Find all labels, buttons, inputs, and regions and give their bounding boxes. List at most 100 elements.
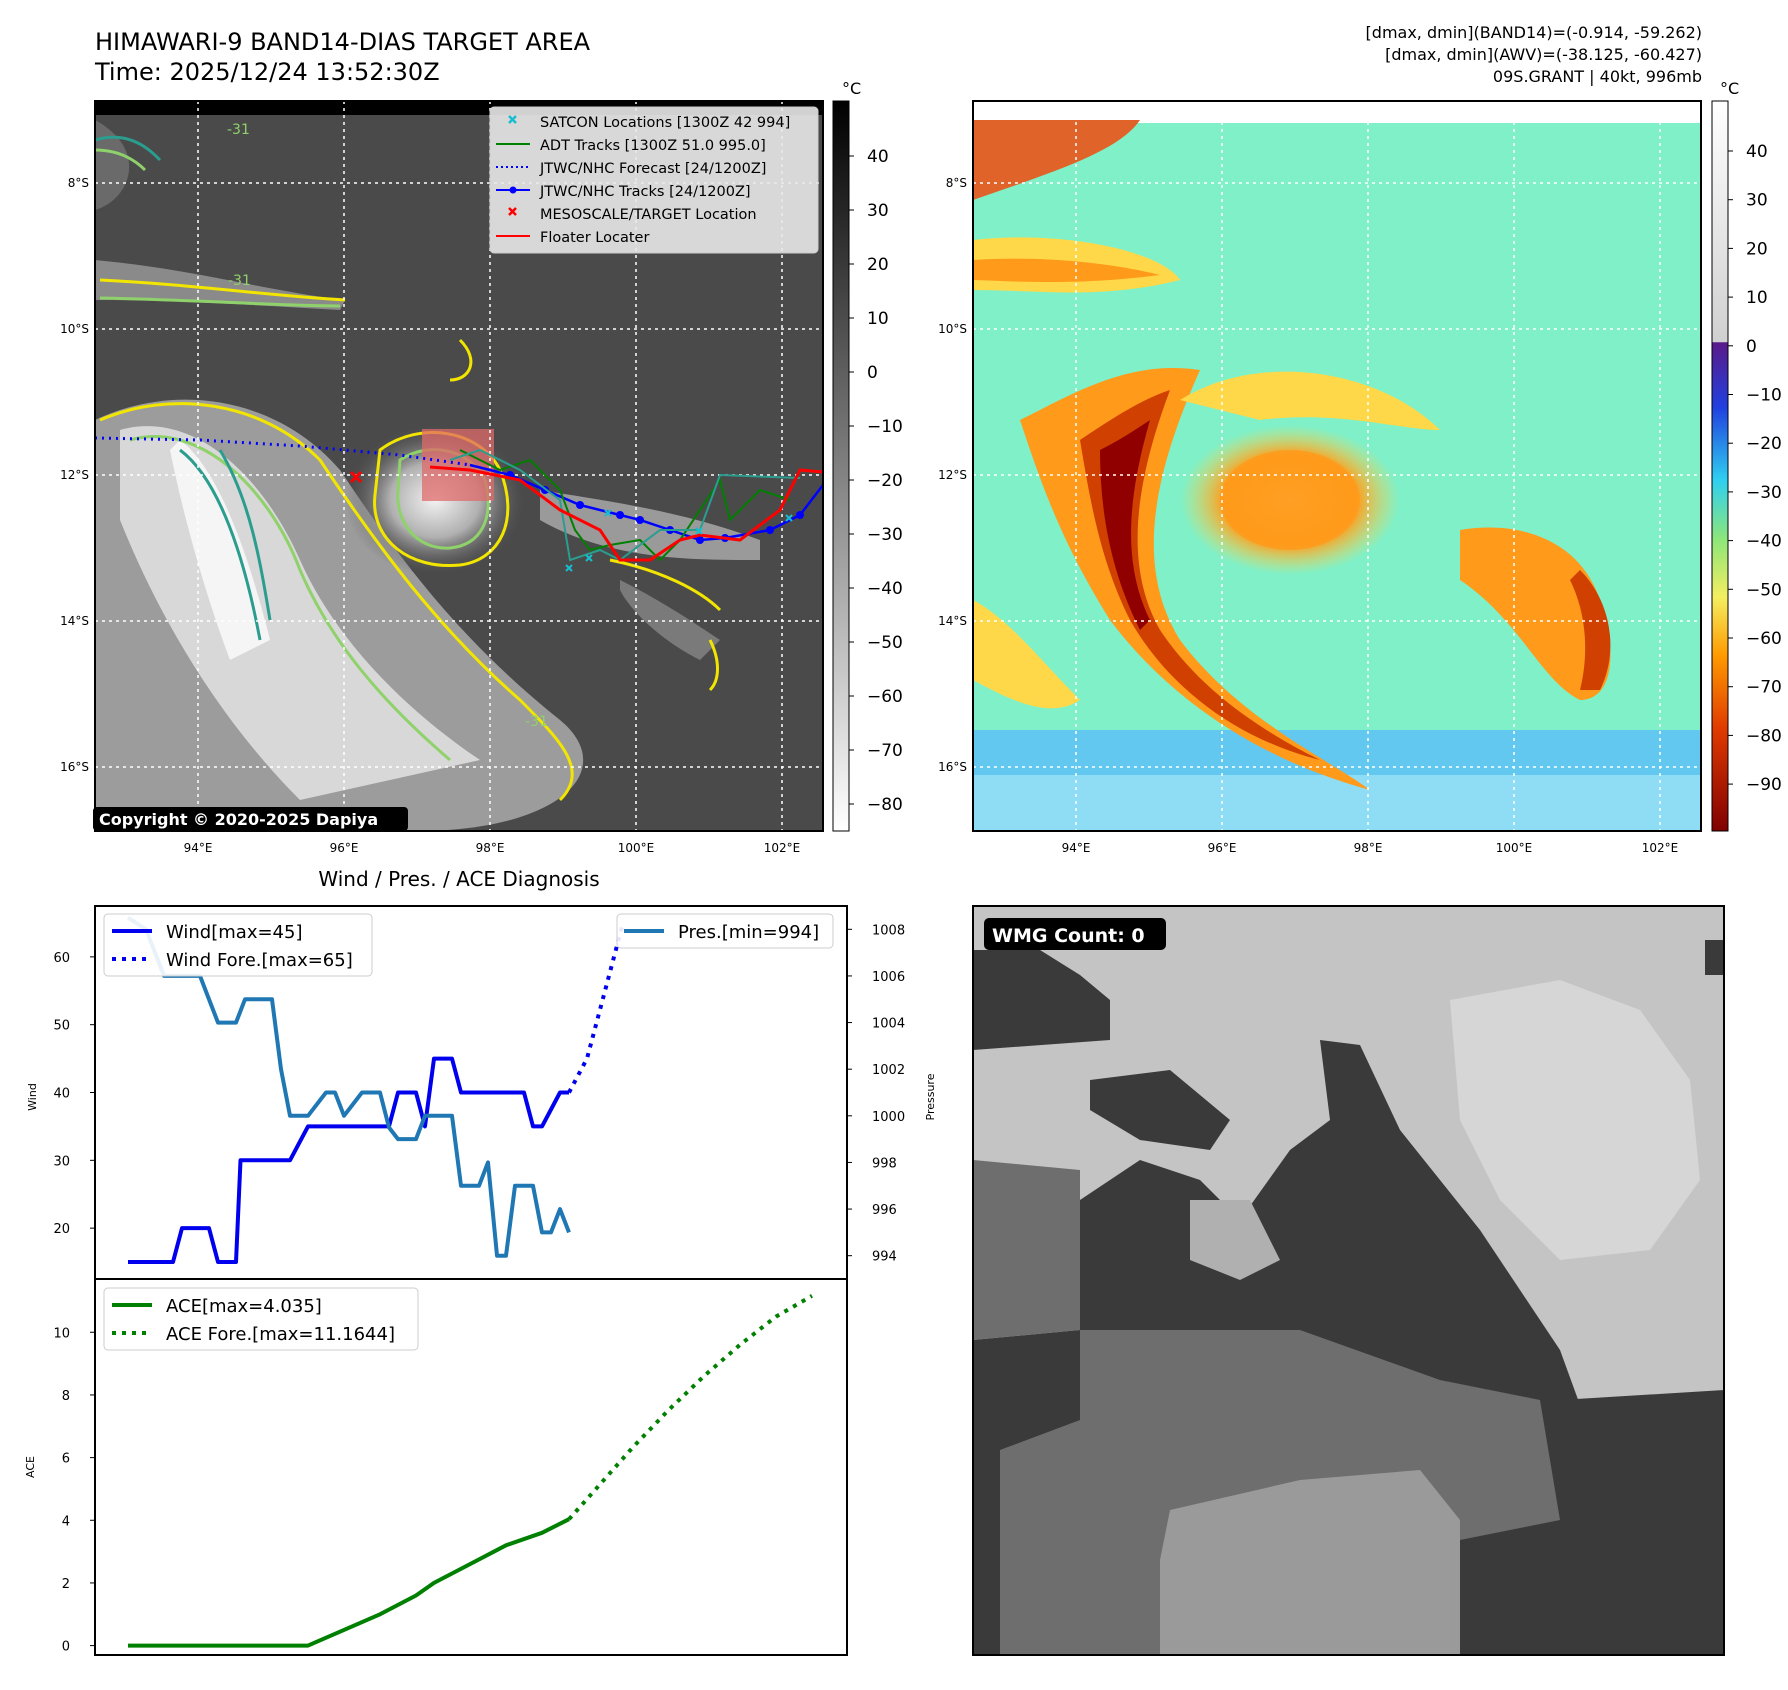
ace-tick-label: 6 <box>62 1452 70 1467</box>
wind-axis-label: Wind <box>26 1083 39 1111</box>
wind-legend-label: Wind[max=45] <box>166 922 303 943</box>
wmg-count-label: WMG Count: 0 <box>992 925 1145 947</box>
colorbar-tick-label: −60 <box>1746 629 1782 649</box>
ace-tick-label: 4 <box>62 1514 70 1529</box>
awv-lat-label: 12°S <box>938 468 967 482</box>
map-legend: SATCON Locations [1300Z 42 994] ADT Trac… <box>489 106 819 254</box>
pressure-tick-label: 1004 <box>872 1017 905 1032</box>
colorbar-tick-label: 30 <box>1746 191 1768 211</box>
legend-label-target: MESOSCALE/TARGET Location <box>540 207 757 223</box>
wind-tick-label: 20 <box>53 1222 70 1237</box>
contour-label-1: -31 <box>228 273 251 289</box>
colorbar-tick-label: 10 <box>867 309 889 329</box>
colorbar-tick-label: −70 <box>867 741 903 761</box>
colorbar-tick-label: −60 <box>867 687 903 707</box>
ace-forecast-series-line <box>567 1294 814 1521</box>
colorbar-tick-label: −50 <box>867 633 903 653</box>
adt-track-line <box>459 449 791 562</box>
satcon-markers <box>565 509 793 572</box>
pressure-legend: Pres.[min=994] <box>616 913 834 949</box>
contour-label-2: -31 <box>525 714 548 730</box>
wind-legend: Wind[max=45] Wind Fore.[max=65] <box>103 913 373 977</box>
pressure-tick-label: 998 <box>872 1156 897 1171</box>
awv-lat-label: 10°S <box>938 322 967 336</box>
wind-series-line <box>128 1056 569 1264</box>
info-line-2: [dmax, dmin](AWV)=(-38.125, -60.427) <box>1385 45 1702 64</box>
colorbar-tick-label: 10 <box>1746 288 1768 308</box>
wind-forecast-series-line <box>567 922 625 1094</box>
colorbar-tick-label: 30 <box>867 201 889 221</box>
colorbar-tick-label: −70 <box>1746 678 1782 698</box>
colorbar-tick-label: −30 <box>1746 483 1782 503</box>
ir-lat-label: 14°S <box>60 614 89 628</box>
awv-lon-label: 96°E <box>1208 841 1237 855</box>
legend-label-jtwc-track: JTWC/NHC Tracks [24/1200Z] <box>539 184 751 200</box>
awv-lon-label: 102°E <box>1642 841 1679 855</box>
info-line-1: [dmax, dmin](BAND14)=(-0.914, -59.262) <box>1366 23 1702 42</box>
awv-colorbar-unit: °C <box>1720 79 1739 98</box>
ace-tick-label: 10 <box>53 1326 70 1341</box>
pressure-legend-label: Pres.[min=994] <box>678 922 819 943</box>
wind-tick-label: 60 <box>53 951 70 966</box>
ir-lon-label: 98°E <box>476 841 505 855</box>
awv-lon-label: 98°E <box>1354 841 1383 855</box>
ir-map-panel: -31 -31 -31 <box>60 100 824 855</box>
colorbar-tick-label: −20 <box>867 471 903 491</box>
ir-lon-label: 100°E <box>618 841 655 855</box>
jtwc-forecast-line <box>95 436 471 467</box>
ace-tick-label: 0 <box>62 1640 70 1655</box>
ir-colorbar: °C 40 30 20 10 0 −10 −20 −30 −40 −50 −60 −70 −80 <box>832 79 903 832</box>
awv-lat-label: 16°S <box>938 760 967 774</box>
wind-forecast-legend-label: Wind Fore.[max=65] <box>166 950 353 971</box>
legend-label-adt: ADT Tracks [1300Z 51.0 995.0] <box>540 138 766 154</box>
pressure-series-line <box>126 916 571 1258</box>
awv-gridlines <box>973 101 1701 831</box>
pressure-tick-label: 994 <box>872 1250 897 1265</box>
wind-tick-label: 30 <box>53 1154 70 1169</box>
colorbar-tick-label: −20 <box>1746 434 1782 454</box>
wind-tick-label: 40 <box>53 1087 70 1102</box>
pressure-tick-label: 996 <box>872 1203 897 1218</box>
figure-title-line2: Time: 2025/12/24 13:52:30Z <box>94 58 440 86</box>
contour-label-3: -31 <box>227 122 250 138</box>
awv-lon-labels: 94°E 96°E 98°E 100°E 102°E <box>1062 841 1679 855</box>
colorbar-tick-label: 40 <box>867 147 889 167</box>
ace-tick-label: 2 <box>62 1577 70 1592</box>
figure-title-line1: HIMAWARI-9 BAND14-DIAS TARGET AREA <box>95 28 591 56</box>
ir-lat-labels: 8°S 10°S 12°S 14°S 16°S <box>60 176 89 774</box>
info-line-3: 09S.GRANT | 40kt, 996mb <box>1493 67 1702 86</box>
pressure-axis-label: Pressure <box>924 1073 937 1120</box>
awv-map-panel: 8°S 10°S 12°S 14°S 16°S 94°E 96°E 98°E 100°E 102… <box>938 100 1702 855</box>
pressure-tick-label: 1002 <box>872 1063 905 1078</box>
pressure-tick-label: 1008 <box>872 923 905 938</box>
legend-icon-target <box>508 207 517 216</box>
adt-track-teal <box>449 448 801 562</box>
awv-field <box>973 101 1701 831</box>
colorbar-tick-label: 20 <box>867 255 889 275</box>
awv-lon-label: 94°E <box>1062 841 1091 855</box>
ir-lon-label: 102°E <box>764 841 801 855</box>
colorbar-tick-label: −40 <box>867 579 903 599</box>
legend-icon-satcon <box>508 115 517 124</box>
ir-lon-label: 94°E <box>184 841 213 855</box>
awv-lat-labels: 8°S 10°S 12°S 14°S 16°S <box>938 176 967 774</box>
ace-legend: ACE[max=4.035] ACE Fore.[max=11.1644] <box>103 1287 419 1351</box>
ir-lat-label: 10°S <box>60 322 89 336</box>
colorbar-tick-label: 40 <box>1746 142 1768 162</box>
colorbar-tick-label: −50 <box>1746 580 1782 600</box>
ir-colorbar-unit: °C <box>842 79 861 98</box>
ir-lat-label: 8°S <box>68 176 89 190</box>
awv-colorbar: °C 40 30 20 10 0 −10 −20 −30 −40 −50 −60 −70 −80 −90 <box>1711 79 1782 832</box>
ir-lon-label: 96°E <box>330 841 359 855</box>
legend-label-floater: Floater Locater <box>540 230 649 246</box>
pressure-tick-label: 1006 <box>872 970 905 985</box>
ir-lat-label: 12°S <box>60 468 89 482</box>
diagnosis-title: Wind / Pres. / ACE Diagnosis <box>318 867 599 891</box>
ir-cloud-field: -31 -31 -31 <box>95 101 823 831</box>
colorbar-tick-label: 0 <box>1746 337 1757 357</box>
colorbar-tick-label: −10 <box>867 417 903 437</box>
ace-series-line <box>128 1517 570 1648</box>
jtwc-track-line <box>469 463 823 542</box>
colorbar-tick-label: −90 <box>1746 775 1782 795</box>
